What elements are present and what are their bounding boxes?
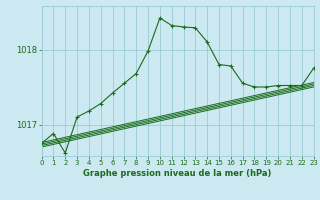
X-axis label: Graphe pression niveau de la mer (hPa): Graphe pression niveau de la mer (hPa) <box>84 169 272 178</box>
